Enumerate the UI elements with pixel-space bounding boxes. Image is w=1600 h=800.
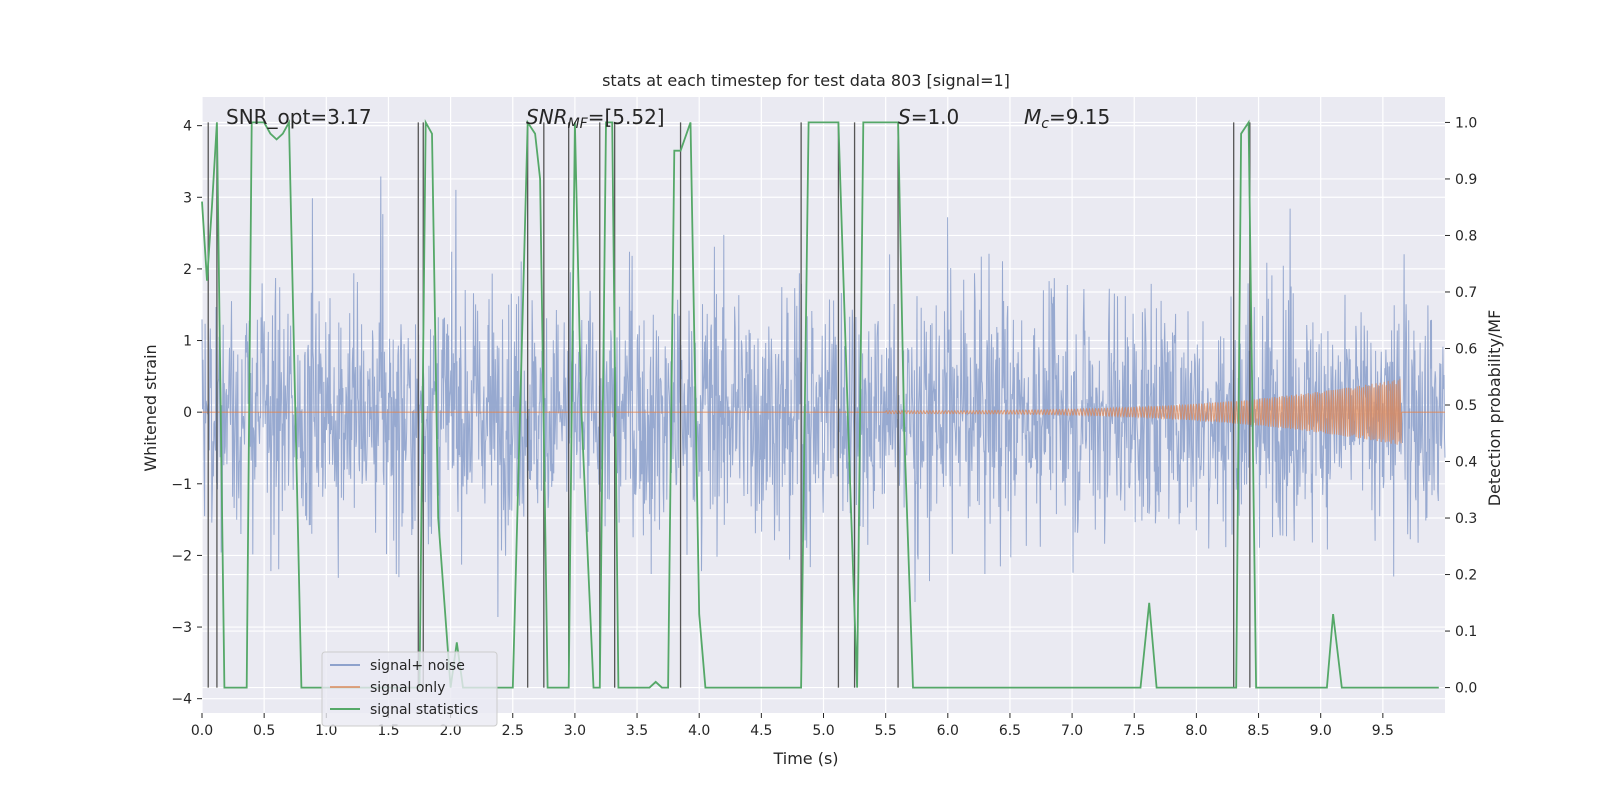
legend-label-stats: signal statistics [370, 702, 478, 718]
annotation-snr-mf: SNRMF=[5.52] [526, 105, 665, 132]
x-tick-label: 7.0 [1061, 723, 1083, 739]
x-tick-label: 8.5 [1247, 723, 1269, 739]
y-tick-label-left: −3 [171, 620, 192, 636]
x-tick-label: 5.0 [812, 723, 834, 739]
x-tick-label: 3.5 [626, 723, 648, 739]
y-ticks-right: 1.0 0.9 0.8 0.7 0.6 0.5 0.4 0.3 0.2 0.1 0.0 [1445, 115, 1477, 697]
y-tick-label-left: −1 [171, 477, 192, 493]
y-tick-label-left: 0 [183, 405, 192, 421]
y-tick-label-right: 0.6 [1455, 341, 1477, 357]
x-tick-label: 9.0 [1310, 723, 1332, 739]
x-tick-label: 1.5 [377, 723, 399, 739]
x-tick-label: 2.0 [439, 723, 461, 739]
y-tick-label-right: 0.1 [1455, 624, 1477, 640]
x-tick-label: 2.5 [502, 723, 524, 739]
x-tick-label: 8.0 [1185, 723, 1207, 739]
y-tick-label-right: 0.2 [1455, 568, 1477, 584]
x-axis-label: Time (s) [772, 749, 838, 768]
y-tick-label-right: 0.7 [1455, 285, 1477, 301]
signal-only-line [885, 378, 1402, 445]
x-tick-label: 6.5 [999, 723, 1021, 739]
y-axis-label-right: Detection probability/MF [1485, 310, 1504, 507]
x-tick-label: 1.0 [315, 723, 337, 739]
x-tick-label: 5.5 [875, 723, 897, 739]
x-tick-label: 0.5 [253, 723, 275, 739]
x-tick-label: 4.5 [750, 723, 772, 739]
y-tick-label-left: 4 [183, 119, 192, 135]
y-tick-label-right: 1.0 [1455, 115, 1477, 131]
y-tick-label-right: 0.9 [1455, 172, 1477, 188]
x-ticks: 0.0 0.5 1.0 1.5 2.0 2.5 3.0 3.5 4.0 4.5 5.0 5.5 6.0 6… [191, 713, 1394, 739]
legend-label-noise: signal+ noise [370, 658, 465, 674]
y-axis-label-left: Whitened strain [141, 344, 160, 471]
x-tick-label: 6.0 [937, 723, 959, 739]
x-tick-label: 9.5 [1372, 723, 1394, 739]
y-tick-label-left: −4 [171, 692, 192, 708]
y-ticks-left: 4 3 2 1 0 −1 −2 −3 −4 [171, 119, 202, 708]
annotation-snr-opt: SNR_opt=3.17 [226, 105, 372, 129]
y-tick-label-left: 1 [183, 334, 192, 350]
y-tick-label-right: 0.3 [1455, 511, 1477, 527]
y-tick-label-right: 0.8 [1455, 228, 1477, 244]
statistics-series [201, 119, 1439, 689]
y-tick-label-right: 0.4 [1455, 455, 1477, 471]
x-tick-label: 7.5 [1123, 723, 1145, 739]
y-tick-label-right: 0.0 [1455, 681, 1477, 697]
legend-label-signal: signal only [370, 680, 445, 696]
chart-title: stats at each timestep for test data 803… [602, 71, 1010, 90]
y-tick-label-left: −2 [171, 548, 192, 564]
annotations: SNR_opt=3.17 SNRMF=[5.52] S=1.0 Mc=9.15 [226, 105, 1110, 132]
y-tick-label-left: 2 [183, 262, 192, 278]
statistics-line [201, 119, 1439, 689]
annotation-mc: Mc=9.15 [1024, 105, 1110, 132]
x-tick-label: 4.0 [688, 723, 710, 739]
y-tick-label-left: 3 [183, 190, 192, 206]
x-tick-label: 3.0 [564, 723, 586, 739]
legend: signal+ noise signal only signal statist… [321, 651, 498, 727]
y-tick-label-right: 0.5 [1455, 398, 1477, 414]
x-tick-label: 0.0 [191, 723, 213, 739]
legend-box [321, 651, 498, 727]
annotation-s: S=1.0 [898, 105, 959, 129]
